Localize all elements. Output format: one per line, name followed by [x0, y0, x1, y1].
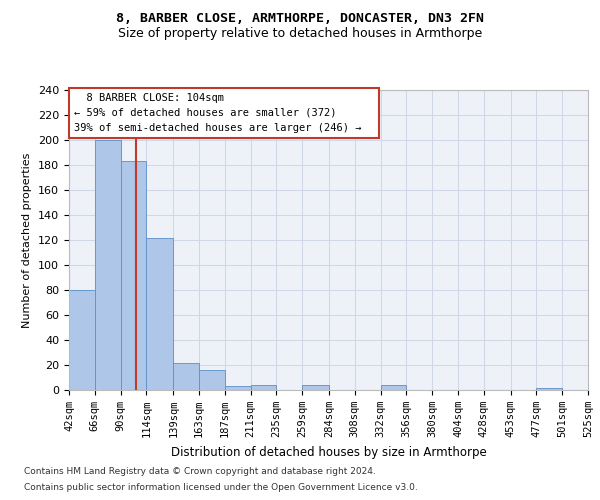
- Text: 8, BARBER CLOSE, ARMTHORPE, DONCASTER, DN3 2FN: 8, BARBER CLOSE, ARMTHORPE, DONCASTER, D…: [116, 12, 484, 26]
- Bar: [146, 238, 173, 390]
- Y-axis label: Number of detached properties: Number of detached properties: [22, 152, 32, 328]
- Text: Contains HM Land Registry data © Crown copyright and database right 2024.: Contains HM Land Registry data © Crown c…: [24, 467, 376, 476]
- Bar: [302, 385, 329, 390]
- Bar: [173, 362, 199, 390]
- Text: Contains public sector information licensed under the Open Government Licence v3: Contains public sector information licen…: [24, 483, 418, 492]
- Bar: [251, 385, 277, 390]
- Bar: [225, 386, 251, 390]
- Bar: [536, 388, 562, 390]
- Bar: [380, 385, 406, 390]
- Bar: [69, 290, 95, 390]
- Bar: [121, 161, 146, 390]
- X-axis label: Distribution of detached houses by size in Armthorpe: Distribution of detached houses by size …: [170, 446, 487, 458]
- Bar: [95, 140, 121, 390]
- Text: 8 BARBER CLOSE: 104sqm
← 59% of detached houses are smaller (372)
39% of semi-de: 8 BARBER CLOSE: 104sqm ← 59% of detached…: [74, 93, 374, 132]
- Bar: [199, 370, 225, 390]
- Text: Size of property relative to detached houses in Armthorpe: Size of property relative to detached ho…: [118, 28, 482, 40]
